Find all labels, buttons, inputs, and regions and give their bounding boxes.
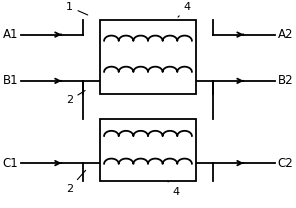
- Text: C2: C2: [277, 157, 293, 170]
- Bar: [100, 20, 196, 94]
- Text: C1: C1: [3, 157, 19, 170]
- Text: A2: A2: [277, 28, 293, 41]
- Text: 2: 2: [66, 90, 85, 105]
- Text: B2: B2: [277, 74, 293, 87]
- Text: A1: A1: [3, 28, 19, 41]
- Text: 1: 1: [66, 2, 88, 15]
- Text: B1: B1: [3, 74, 19, 87]
- Text: 4: 4: [168, 182, 180, 197]
- Text: 2: 2: [66, 170, 86, 194]
- Bar: [100, 119, 196, 181]
- Text: 4: 4: [178, 2, 191, 17]
